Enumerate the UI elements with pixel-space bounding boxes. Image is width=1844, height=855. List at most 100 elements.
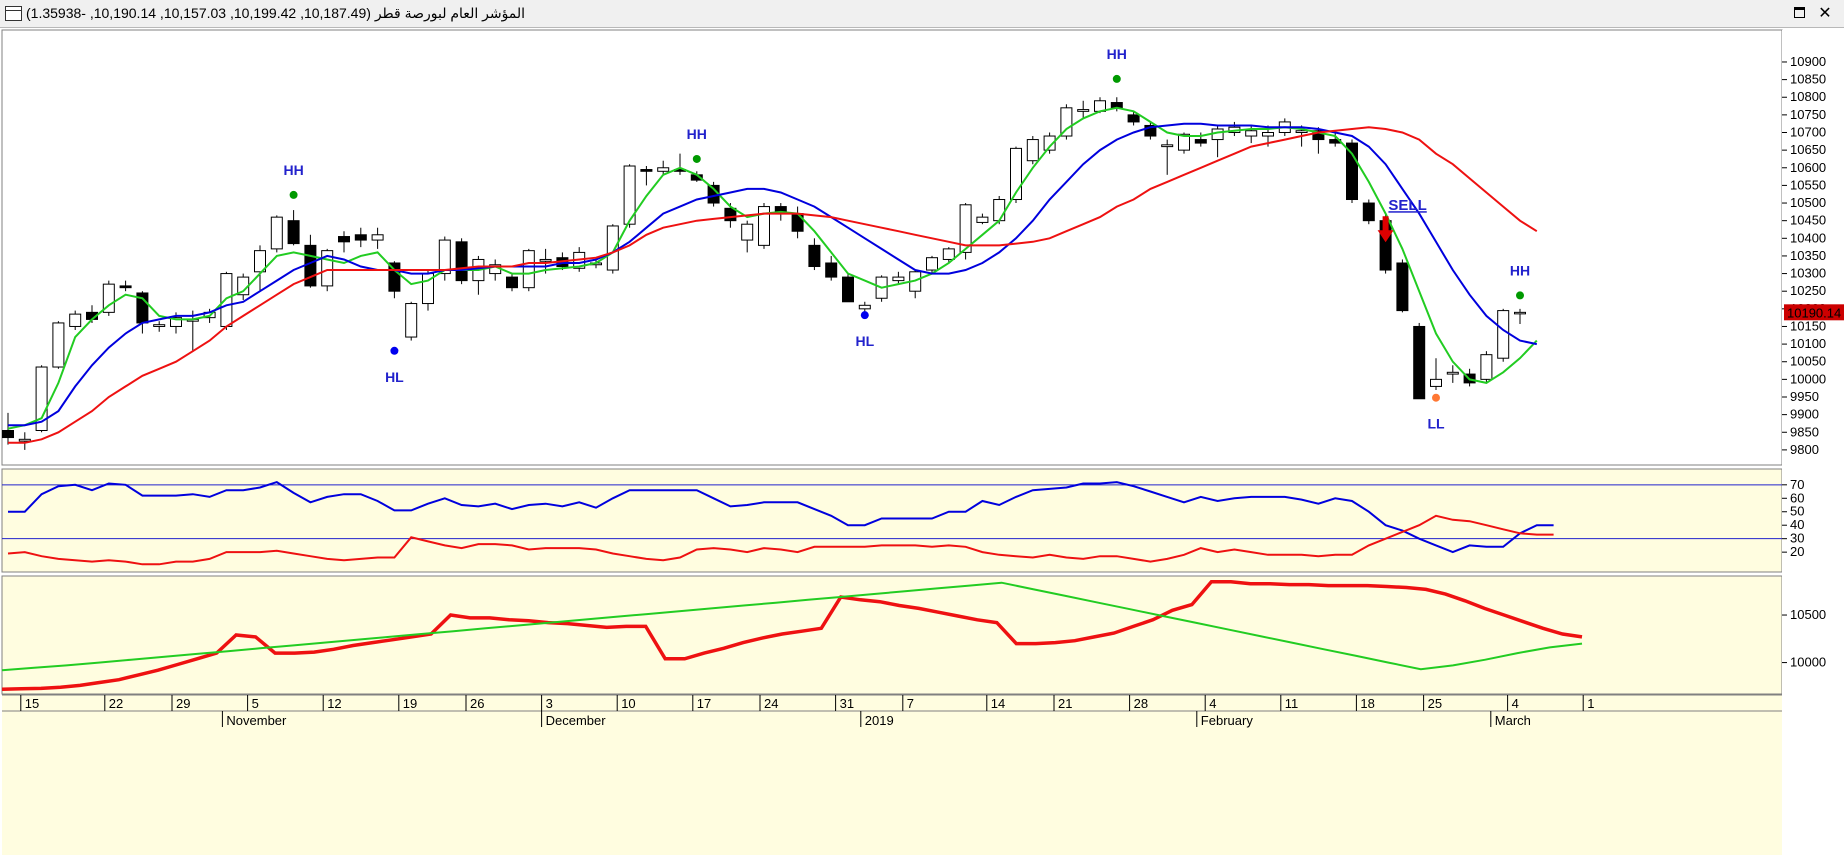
window-menu-icon[interactable] <box>5 6 22 21</box>
x-day-label: 22 <box>109 696 123 711</box>
axis-labels: 9800 9850 9900 9950 10000 10050 10100 10150 10 20… <box>2 54 1844 728</box>
candle-body <box>808 244 821 268</box>
x-day-label: 29 <box>176 696 190 711</box>
candle-body <box>455 241 468 282</box>
candle-body <box>102 283 115 313</box>
x-month-label: February <box>1201 713 1254 728</box>
candle-body <box>1413 325 1426 400</box>
candle-body <box>1178 133 1190 151</box>
swing-point-label: HH <box>687 126 707 142</box>
candle-body <box>959 204 972 253</box>
candle-body <box>405 303 418 338</box>
candle-body <box>371 234 384 241</box>
candle-body <box>1144 124 1157 137</box>
candle-body <box>522 250 535 289</box>
y-tick-label: 9850 <box>1790 424 1819 439</box>
close-icon[interactable]: ✕ <box>1818 5 1832 22</box>
window-titlebar: المؤشر العام لبورصة قطر (10,187.49, 10,1… <box>0 0 1844 28</box>
candle-body <box>539 258 552 262</box>
candle-body <box>1043 135 1056 151</box>
candle-body <box>1295 130 1308 134</box>
x-day-label: 21 <box>1058 696 1072 711</box>
candle-body <box>942 248 955 260</box>
candle-body <box>18 438 31 442</box>
candle-body <box>1430 378 1442 387</box>
y-tick-label: 10850 <box>1790 72 1826 87</box>
swing-point-label: LL <box>1427 416 1445 432</box>
candle-body <box>892 276 905 282</box>
candle-body <box>52 322 65 368</box>
candle-body <box>321 250 334 287</box>
candle-body <box>606 225 619 271</box>
candle-body <box>338 236 350 243</box>
x-axis-panel <box>2 695 1782 855</box>
lower-plot <box>1 580 1583 691</box>
swing-point-dot <box>860 311 869 320</box>
candle-body <box>220 273 233 327</box>
x-day-label: 31 <box>840 696 854 711</box>
y-tick-label: 9800 <box>1790 442 1819 457</box>
price-ma-line-2 <box>8 122 1538 427</box>
lower-tick-label: 10000 <box>1790 655 1826 670</box>
y-tick-label: 10300 <box>1790 266 1826 281</box>
oscillator-line-1 <box>8 481 1554 554</box>
swing-point-dot <box>390 346 399 355</box>
candle-body <box>35 366 48 431</box>
lower-tick-label: 10500 <box>1790 607 1826 622</box>
candle-body <box>170 317 182 327</box>
swing-point-label: HH <box>1510 262 1530 278</box>
x-day-label: 4 <box>1512 696 1519 711</box>
y-tick-label: 10700 <box>1790 125 1826 140</box>
oscillator-line-2 <box>7 514 1554 566</box>
y-tick-label: 10250 <box>1790 283 1826 298</box>
x-day-label: 5 <box>252 696 259 711</box>
x-day-label: 3 <box>546 696 553 711</box>
oscillator-tick-label: 60 <box>1790 490 1804 505</box>
candle-body <box>1362 202 1375 222</box>
candle-body <box>287 220 300 245</box>
x-month-label: November <box>226 713 287 728</box>
candle-body <box>1010 147 1022 201</box>
chart-area: HH HL HH HL HH LL HH SELL 9800 9850 9900 9950 10000… <box>1 29 1844 855</box>
candle-body <box>724 207 737 222</box>
x-day-label: 19 <box>403 696 417 711</box>
candle-body <box>1346 142 1358 201</box>
oscillator-tick-label: 30 <box>1790 531 1804 546</box>
window-title: المؤشر العام لبورصة قطر (10,187.49, 10,1… <box>26 5 526 21</box>
candle-body <box>825 262 838 278</box>
y-tick-label: 10350 <box>1790 248 1826 263</box>
last-price-label: 10190.14 <box>1787 305 1841 320</box>
candle-body <box>1127 114 1140 123</box>
candle-body <box>858 304 871 310</box>
y-tick-label: 10600 <box>1790 160 1826 175</box>
candle-body <box>1194 139 1207 144</box>
candle-body <box>254 250 266 273</box>
y-axis-strip <box>1782 30 1844 855</box>
candle-body <box>741 223 754 241</box>
y-tick-label: 10100 <box>1790 336 1826 351</box>
candle-body <box>1245 130 1258 137</box>
lower-panel <box>1 575 1783 695</box>
x-day-label: 7 <box>907 696 914 711</box>
lower-line-2 <box>1 581 1583 672</box>
candle-body <box>926 257 938 271</box>
candle-body <box>388 262 401 292</box>
candle-body <box>657 167 670 172</box>
y-tick-label: 10900 <box>1790 54 1826 69</box>
x-day-label: 28 <box>1134 696 1148 711</box>
candle-body <box>506 276 518 289</box>
maximize-icon[interactable] <box>1790 4 1810 23</box>
price-plot: HH HL HH HL HH LL HH SELL <box>2 46 1538 450</box>
x-day-label: 11 <box>1285 696 1299 711</box>
x-month-label: March <box>1495 713 1531 728</box>
candle-body <box>1161 144 1174 148</box>
x-day-label: 10 <box>621 696 635 711</box>
y-tick-label: 10550 <box>1790 177 1826 192</box>
candle-body <box>69 313 82 327</box>
x-day-label: 12 <box>327 696 341 711</box>
candle-body <box>1396 262 1409 312</box>
candle-body <box>976 216 989 223</box>
x-day-label: 18 <box>1360 696 1374 711</box>
x-day-label: 15 <box>25 696 39 711</box>
price-ma-line-3 <box>8 126 1538 444</box>
